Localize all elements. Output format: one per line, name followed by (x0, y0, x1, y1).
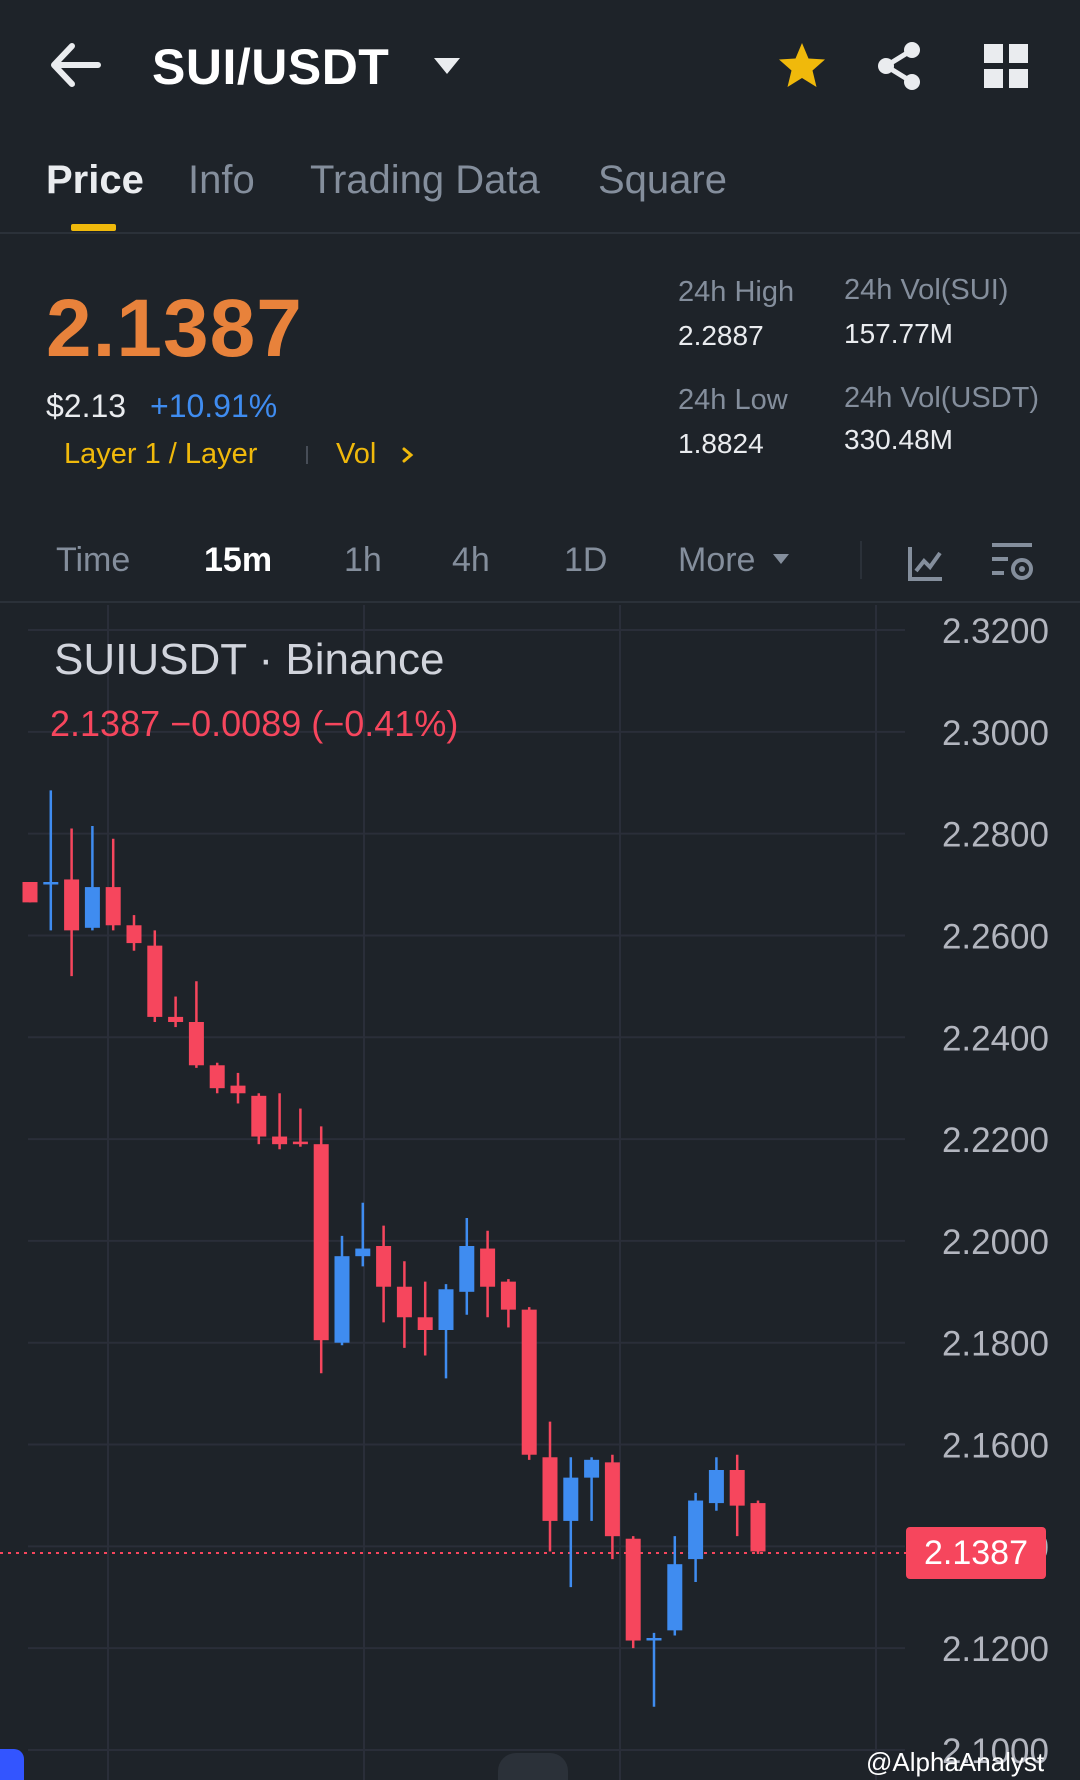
y-tick-label: 2.2400 (942, 1019, 1049, 1058)
candle-body-down (22, 882, 38, 903)
chevron-down-icon[interactable] (772, 553, 790, 565)
candle-body-down (230, 1085, 246, 1094)
candle-body-down (542, 1457, 558, 1521)
interval-15m[interactable]: 15m (204, 541, 273, 579)
y-tick-label: 2.1800 (942, 1325, 1049, 1364)
low-value: 1.8824 (678, 428, 764, 459)
vol-base-value: 157.77M (844, 318, 953, 349)
candle-body-up (708, 1470, 724, 1504)
watermark-text: @AlphaAnalyst (866, 1747, 1045, 1777)
chart-settings-icon[interactable] (990, 539, 1036, 585)
candle-body-down (272, 1136, 288, 1145)
candle-body-down (750, 1503, 766, 1552)
y-tick-label: 2.2200 (942, 1121, 1049, 1160)
interval-bar: Time 15m 1h 4h 1D More (0, 525, 1080, 603)
y-tick-label: 2.1200 (942, 1630, 1049, 1669)
interval-1h[interactable]: 1h (344, 541, 382, 579)
high-value: 2.2887 (678, 320, 764, 351)
category-tag[interactable]: Layer 1 / Layer (64, 438, 258, 470)
back-arrow-icon[interactable] (48, 40, 102, 90)
tab-square[interactable]: Square (598, 158, 727, 202)
candle-body-down (188, 1022, 204, 1066)
top-bar: SUI/USDT (0, 0, 1080, 130)
tab-price[interactable]: Price (46, 158, 144, 202)
fiat-price: $2.13 (46, 388, 127, 424)
vol-quote-value: 330.48M (844, 424, 953, 455)
candle-body-down (147, 945, 163, 1017)
candle-body-up (646, 1638, 662, 1641)
dropdown-caret-icon[interactable] (432, 56, 462, 76)
watermark: @AlphaAnalyst (866, 1747, 1044, 1778)
candle-body-down (604, 1462, 620, 1537)
y-tick-label: 2.3000 (942, 714, 1049, 753)
candle-body-up (355, 1248, 371, 1257)
tab-trading-data[interactable]: Trading Data (310, 158, 540, 202)
candle-body-up (459, 1246, 475, 1292)
last-price: 2.1387 (46, 283, 303, 374)
tag-divider (306, 446, 308, 464)
y-tick-label: 2.2000 (942, 1223, 1049, 1262)
candle-body-down (417, 1317, 433, 1330)
y-tick-label: 2.2800 (942, 816, 1049, 855)
candle-body-up (563, 1477, 579, 1521)
chevron-right-icon[interactable] (400, 446, 416, 464)
vol-link[interactable]: Vol (336, 438, 377, 470)
change-percent: +10.91% (150, 388, 278, 424)
y-tick-label: 2.1600 (942, 1427, 1049, 1466)
interval-4h[interactable]: 4h (452, 541, 490, 579)
active-tab-indicator (71, 224, 116, 231)
current-price-tag: 2.1387 (906, 1526, 1046, 1579)
favorite-star-icon[interactable] (776, 40, 828, 92)
interval-divider (860, 541, 862, 579)
candle-body-down (396, 1286, 412, 1318)
page-tabs: Price Info Trading Data Square (0, 150, 1080, 234)
candle-body-up (84, 887, 100, 928)
candle-body-down (313, 1144, 329, 1341)
indicator-chart-icon[interactable] (906, 543, 946, 583)
candle-body-up (688, 1500, 704, 1560)
candle-body-down (105, 887, 121, 926)
price-chart[interactable]: 2.3200 2.3000 2.2800 2.2600 2.2400 2.2200 2.20… (0, 605, 1080, 1780)
candle-body-down (209, 1065, 225, 1089)
candle-body-down (292, 1141, 308, 1145)
candle-body-down (480, 1248, 496, 1287)
candle-body-down (126, 925, 142, 944)
candle-body-down (64, 879, 80, 931)
corner-handle[interactable] (0, 1749, 24, 1780)
candle-body-down (521, 1309, 537, 1455)
candle-body-up (438, 1289, 454, 1330)
candlestick-chart[interactable]: 2.3200 2.3000 2.2800 2.2600 2.2400 2.2200 2.20… (0, 605, 1080, 1780)
candle-body-down (168, 1016, 184, 1022)
low-label: 24h Low (678, 384, 788, 416)
y-tick-label: 2.3200 (942, 612, 1049, 651)
high-label: 24h High (678, 276, 795, 308)
share-icon[interactable] (874, 40, 924, 92)
candle-body-down (376, 1246, 392, 1287)
vol-quote-label: 24h Vol(USDT) (844, 382, 1040, 414)
tab-info[interactable]: Info (188, 158, 255, 202)
candle-body-up (43, 882, 59, 885)
candle-body-down (500, 1281, 516, 1310)
vol-base-label: 24h Vol(SUI) (844, 274, 1009, 306)
candle-body-down (729, 1470, 745, 1506)
candle-body-up (334, 1256, 350, 1343)
y-tick-label: 2.1000 (942, 1732, 1049, 1771)
candle-body-down (251, 1095, 267, 1137)
candle-body-down (625, 1538, 641, 1641)
interval-1d[interactable]: 1D (564, 541, 608, 579)
chart-symbol: SUIUSDT · Binance (54, 635, 445, 684)
y-tick-label: 2.2600 (942, 917, 1049, 956)
scroll-handle[interactable] (498, 1753, 568, 1780)
candle-body-up (667, 1564, 683, 1631)
chart-ohlc-readout: 2.1387 −0.0089 (−0.41%) (50, 703, 459, 744)
candle-body-up (584, 1459, 600, 1478)
pair-title[interactable]: SUI/USDT (152, 39, 390, 95)
interval-more[interactable]: More (678, 541, 756, 579)
interval-time[interactable]: Time (56, 541, 131, 579)
apps-grid-icon[interactable] (984, 44, 1028, 88)
